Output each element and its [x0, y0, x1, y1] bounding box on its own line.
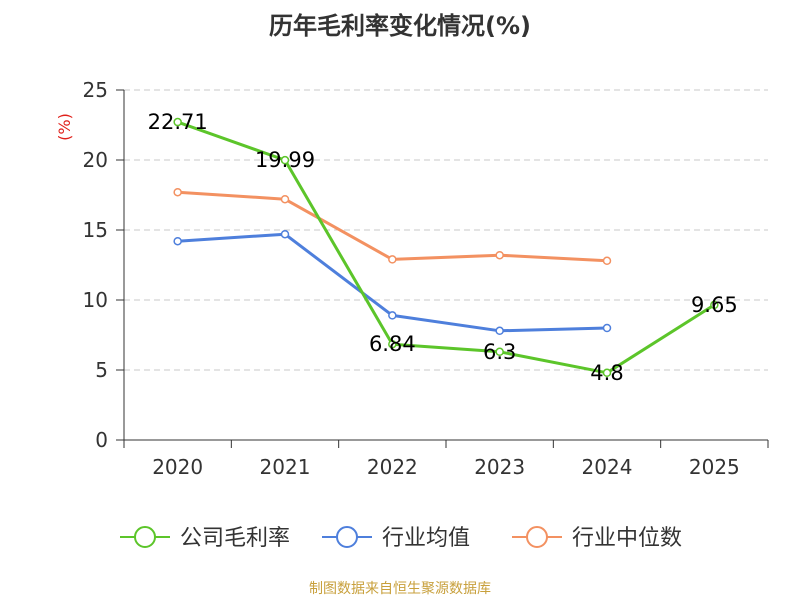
- legend-marker: [134, 526, 156, 548]
- legend-label: 行业中位数: [572, 526, 682, 551]
- data-label: 9.65: [691, 293, 738, 317]
- data-point: [495, 250, 504, 260]
- data-label: 22.71: [148, 110, 208, 134]
- data-point: [388, 339, 397, 349]
- y-axis-unit: (%): [55, 113, 74, 141]
- x-tick-label: 2021: [260, 455, 311, 479]
- data-point: [602, 368, 612, 378]
- y-tick-label: 15: [83, 218, 108, 242]
- x-tick-label: 2024: [582, 455, 633, 479]
- y-tick-label: 10: [83, 288, 108, 312]
- data-point: [602, 256, 612, 266]
- data-point: [495, 347, 504, 357]
- data-point: [280, 229, 290, 239]
- data-point: [280, 194, 290, 204]
- data-label: 6.84: [369, 332, 416, 356]
- source-note: 制图数据来自恒生聚源数据库: [309, 581, 491, 597]
- data-label: 4.8: [590, 361, 623, 385]
- x-tick-label: 2025: [689, 455, 740, 479]
- series-line-2: [177, 190, 608, 263]
- chart-title: 历年毛利率变化情况(%): [269, 12, 531, 40]
- x-tick-label: 2022: [367, 455, 418, 479]
- data-point: [388, 255, 397, 264]
- data-label: 19.99: [255, 148, 315, 172]
- data-point: [495, 326, 504, 336]
- y-tick-label: 25: [83, 78, 108, 102]
- y-tick-label: 20: [83, 148, 108, 172]
- data-point: [173, 187, 182, 197]
- data-point: [388, 311, 397, 320]
- data-label: 6.3: [483, 340, 516, 364]
- legend-label: 公司毛利率: [180, 526, 290, 551]
- data-point: [602, 323, 612, 333]
- data-point: [280, 155, 290, 165]
- data-point: [173, 117, 182, 127]
- y-tick-label: 5: [95, 358, 108, 382]
- x-tick-label: 2020: [152, 455, 203, 479]
- legend-label: 行业均值: [382, 526, 470, 551]
- legend-marker: [336, 526, 358, 548]
- data-point: [710, 300, 719, 310]
- x-tick-label: 2023: [474, 455, 525, 479]
- data-point: [173, 236, 182, 246]
- y-tick-label: 0: [95, 428, 108, 452]
- legend-marker: [526, 526, 548, 548]
- series-line-0: [177, 120, 716, 375]
